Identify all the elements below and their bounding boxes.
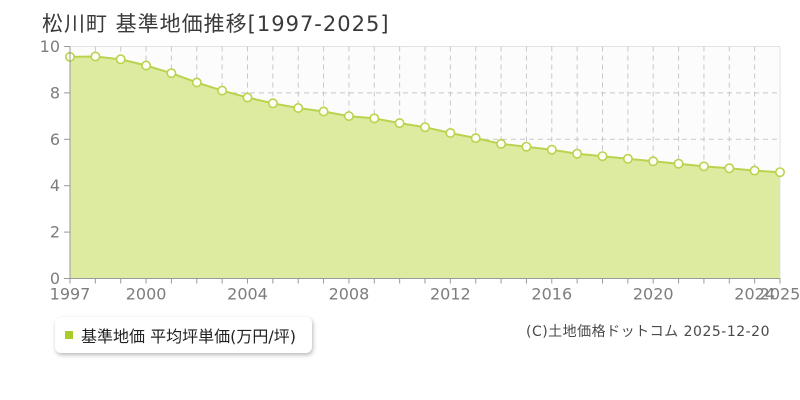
- data-point: [774, 167, 785, 178]
- data-point: [597, 151, 608, 162]
- copyright-text: (C)土地価格ドットコム 2025-12-20: [525, 324, 770, 340]
- data-point: [724, 163, 735, 174]
- y-tick-label: 0: [50, 269, 60, 288]
- data-point: [419, 122, 430, 133]
- x-tick-label: 2024: [734, 285, 775, 304]
- data-point: [496, 138, 507, 149]
- data-point: [267, 98, 278, 109]
- y-tick-label: 10: [40, 37, 60, 56]
- data-point: [166, 68, 177, 79]
- data-point: [90, 51, 101, 62]
- x-tick-label: 2004: [227, 285, 268, 304]
- data-point: [749, 165, 760, 176]
- data-point: [648, 156, 659, 167]
- legend-square-icon: [65, 331, 73, 339]
- data-point: [141, 60, 152, 71]
- data-point: [546, 144, 557, 155]
- legend-label: 基準地価 平均坪単価(万円/坪): [81, 327, 296, 346]
- x-tick-label: 2000: [126, 285, 167, 304]
- x-tick-label: 2008: [329, 285, 370, 304]
- legend: 基準地価 平均坪単価(万円/坪): [55, 317, 312, 353]
- area-chart: 0 2 4 6 8 10 1997 2000 2004 2008 2012 2016 2020 20242…: [40, 37, 800, 304]
- x-tick-label: 2016: [531, 285, 572, 304]
- data-point: [191, 77, 202, 88]
- data-point: [470, 133, 481, 144]
- data-point: [217, 85, 228, 96]
- y-tick-label: 8: [50, 83, 60, 102]
- data-point: [698, 161, 709, 172]
- data-point: [521, 141, 532, 152]
- data-point: [293, 103, 304, 114]
- chart-title: 松川町 基準地価推移[1997-2025]: [42, 12, 390, 36]
- y-tick-label: 2: [50, 223, 60, 242]
- x-tick-label: 2012: [430, 285, 471, 304]
- y-tick-label: 6: [50, 130, 60, 149]
- x-tick-label: 2025: [760, 285, 800, 304]
- data-point: [622, 153, 633, 164]
- data-point: [369, 113, 380, 124]
- data-point: [115, 54, 126, 65]
- series-area: [70, 56, 780, 279]
- data-point: [343, 111, 354, 122]
- x-tick-label: 2020: [633, 285, 674, 304]
- data-point: [673, 158, 684, 169]
- data-point: [572, 148, 583, 159]
- x-tick-label: 1997: [50, 285, 91, 304]
- data-point: [445, 128, 456, 139]
- y-tick-label: 4: [50, 176, 60, 195]
- data-point: [242, 92, 253, 103]
- data-point: [318, 106, 329, 117]
- data-point: [394, 118, 405, 129]
